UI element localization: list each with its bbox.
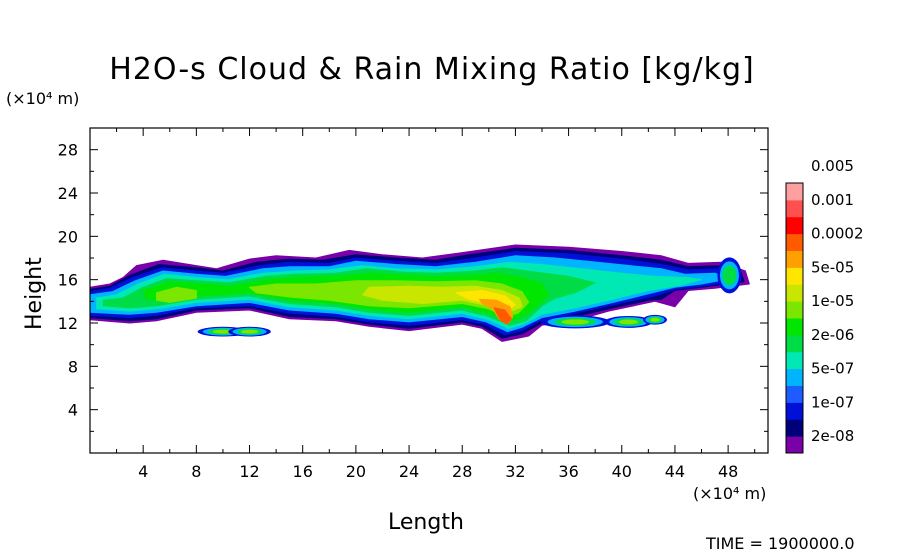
colorbar-swatch xyxy=(786,250,803,268)
y-tick-label: 12 xyxy=(58,314,78,333)
colorbar-swatch xyxy=(786,199,803,218)
plot-frame xyxy=(89,127,769,454)
colorbar-label: 5e-05 xyxy=(811,258,854,276)
colorbar-swatch xyxy=(786,368,803,386)
x-tick-label: 48 xyxy=(718,462,738,481)
y-tick-label: 4 xyxy=(68,401,78,420)
x-tick-label: 40 xyxy=(612,462,632,481)
x-axis-unit: (×10⁴ m) xyxy=(693,484,767,503)
colorbar-label: 0.001 xyxy=(811,191,854,209)
colorbar-frame xyxy=(785,182,804,454)
y-tick-label: 20 xyxy=(58,227,78,246)
x-tick-label: 36 xyxy=(558,462,578,481)
x-tick-label: 44 xyxy=(665,462,685,481)
colorbar-swatch xyxy=(786,301,803,319)
colorbar-label: 1e-05 xyxy=(811,292,854,310)
colorbar-swatch xyxy=(786,402,803,420)
x-tick-label: 20 xyxy=(346,462,366,481)
y-tick-label: 28 xyxy=(58,141,78,160)
cloud-patch xyxy=(212,329,234,334)
cloud-contour xyxy=(156,286,197,303)
colorbar-swatch xyxy=(786,385,803,403)
colorbar-swatch xyxy=(786,436,803,454)
x-tick-label: 8 xyxy=(191,462,201,481)
colorbar-swatch xyxy=(786,267,803,285)
colorbar-label: 2e-08 xyxy=(811,427,854,445)
colorbar: 2e-08 1e-07 5e-07 2e-06 1e-05 5e-05 0.0002 0.00… xyxy=(785,157,864,454)
y-axis-unit: (×10⁴ m) xyxy=(6,89,80,108)
x-tick-label: 16 xyxy=(293,462,313,481)
colorbar-label: 5e-07 xyxy=(811,360,854,378)
x-tick-label: 4 xyxy=(138,462,148,481)
colorbar-swatch xyxy=(786,284,803,302)
colorbar-label: 2e-06 xyxy=(811,326,854,344)
colorbar-swatch xyxy=(786,351,803,370)
colorbar-swatch xyxy=(786,216,803,235)
cloud-field xyxy=(90,244,750,342)
colorbar-label: 0.0002 xyxy=(811,225,864,243)
cloud-patch xyxy=(561,319,590,325)
cloud-patch xyxy=(722,265,737,286)
colorbar-swatch xyxy=(786,183,803,201)
cloud-contour xyxy=(493,307,512,325)
x-tick-label: 32 xyxy=(505,462,525,481)
x-axis-label: Length xyxy=(388,510,464,535)
x-tick-label: 12 xyxy=(239,462,259,481)
y-tick-label: 16 xyxy=(58,271,78,290)
x-tick-label: 28 xyxy=(452,462,472,481)
chart-title: H2O-s Cloud & Rain Mixing Ratio [kg/kg] xyxy=(109,52,755,87)
y-tick-label: 8 xyxy=(68,357,78,376)
colorbar-swatch xyxy=(786,233,803,251)
cloud-patch xyxy=(650,317,660,322)
y-tick-label: 24 xyxy=(58,184,78,203)
colorbar-swatch xyxy=(786,334,803,353)
colorbar-label: 0.005 xyxy=(811,157,854,175)
cloud-patch xyxy=(618,319,638,325)
colorbar-swatch xyxy=(786,318,803,336)
colorbar-swatch xyxy=(786,419,803,437)
colorbar-label: 1e-07 xyxy=(811,393,854,411)
x-tick-label: 24 xyxy=(399,462,419,481)
cloud-patch xyxy=(241,329,259,334)
